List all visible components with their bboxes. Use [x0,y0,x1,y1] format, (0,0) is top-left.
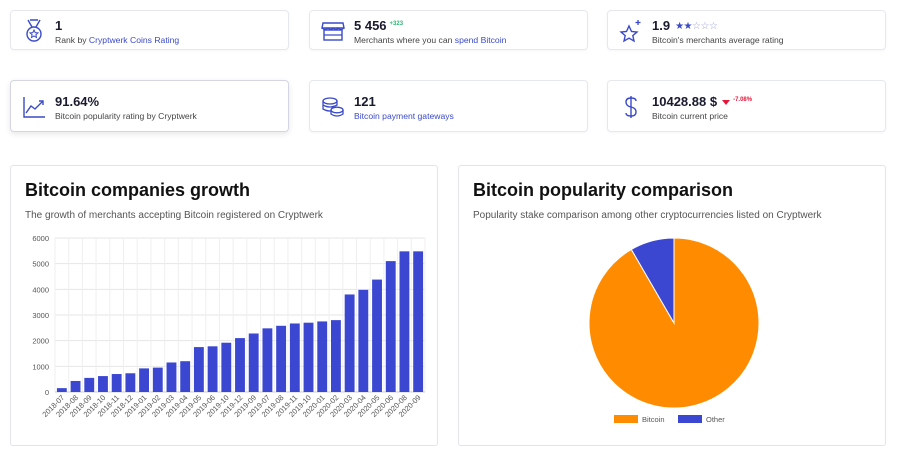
y-tick-label: 3000 [32,311,49,320]
bar [330,320,341,392]
bar [221,342,232,392]
bar [180,361,191,392]
trend-chart-icon [21,94,47,120]
stat-card-merchants: 5 456 +323 Merchants where you can spend … [309,10,588,50]
popularity-panel: Bitcoin popularity comparison Popularity… [458,165,886,446]
bar [152,367,163,392]
bar [125,373,136,392]
bar [98,376,108,392]
pie-slice-other [630,237,675,325]
growth-bar-chart: 01000200030004000500060002018-072018-082… [32,234,426,419]
price-label: Bitcoin current price [652,111,728,121]
bar [84,377,95,392]
stat-card-popularity: 91.64% Bitcoin popularity rating by Cryp… [10,80,289,132]
gateways-value: 121 [354,94,376,109]
growth-panel: Bitcoin companies growth The growth of m… [10,165,438,446]
bar [166,362,177,392]
coins-stack-icon [320,94,346,120]
payment-gateways-link[interactable]: Bitcoin payment gateways [354,111,454,121]
rank-value: 1 [55,18,63,33]
avg-rating-value: 1.9 ★★☆☆☆ [652,18,718,33]
legend-label: Bitcoin [642,415,665,424]
bar [399,251,410,392]
bar [248,333,259,392]
price-value: 10428.88 $ -7.08% [652,94,753,109]
legend-swatch [678,415,702,423]
bar [317,321,328,392]
bar [276,325,287,392]
stat-card-gateways: 121 Bitcoin payment gateways [309,80,588,132]
bar [111,374,122,392]
popularity-description: Popularity stake comparison among other … [473,210,822,221]
avg-rating-label: Bitcoin's merchants average rating [652,35,784,45]
bar [207,346,218,392]
spend-bitcoin-link[interactable]: spend Bitcoin [454,35,507,45]
bar [344,294,355,392]
y-tick-label: 1000 [32,362,49,371]
bar [303,322,314,392]
sparkle-star-icon [618,18,644,44]
merchants-label: Merchants where you can spend Bitcoin [354,35,507,45]
rank-label: Rank by Cryptwerk Coins Rating [55,35,180,45]
bar [289,323,300,392]
growth-description: The growth of merchants accepting Bitcoi… [25,210,323,221]
bar [56,388,67,392]
legend-swatch [614,415,638,423]
y-tick-label: 6000 [32,234,49,243]
cryptwerk-coins-rating-link[interactable]: Cryptwerk Coins Rating [88,35,180,45]
merchants-delta: +323 [389,20,404,27]
growth-title: Bitcoin companies growth [25,180,251,200]
legend-label: Other [706,415,725,424]
bar [385,261,396,392]
price-down-arrow-icon [722,100,731,106]
medal-icon [21,18,47,44]
dollar-icon [618,94,644,120]
price-delta: -7.08% [733,96,753,103]
bar [70,380,81,392]
popularity-title: Bitcoin popularity comparison [473,180,734,200]
stat-card-price: 10428.88 $ -7.08% Bitcoin current price [607,80,886,132]
merchants-value: 5 456 +323 [354,18,404,33]
bar [139,368,150,392]
y-tick-label: 0 [45,388,49,397]
rating-stars: ★★☆☆☆ [675,21,718,32]
y-tick-label: 5000 [32,260,49,269]
popularity-value: 91.64% [55,94,100,109]
y-tick-label: 2000 [32,337,49,346]
popularity-pie-chart: Bitcoin Other [588,237,760,424]
bar [262,328,273,392]
popularity-label: Bitcoin popularity rating by Cryptwerk [55,111,197,121]
gateways-label: Bitcoin payment gateways [354,111,454,121]
bar [235,338,245,392]
bar [193,347,204,392]
y-tick-label: 4000 [32,285,49,294]
bar [413,251,424,392]
store-icon [320,18,346,44]
stat-card-avg-rating: 1.9 ★★☆☆☆ Bitcoin's merchants average rat… [607,10,886,50]
stat-card-rank: 1 Rank by Cryptwerk Coins Rating [10,10,289,50]
bar [372,279,382,392]
bar [358,289,369,392]
